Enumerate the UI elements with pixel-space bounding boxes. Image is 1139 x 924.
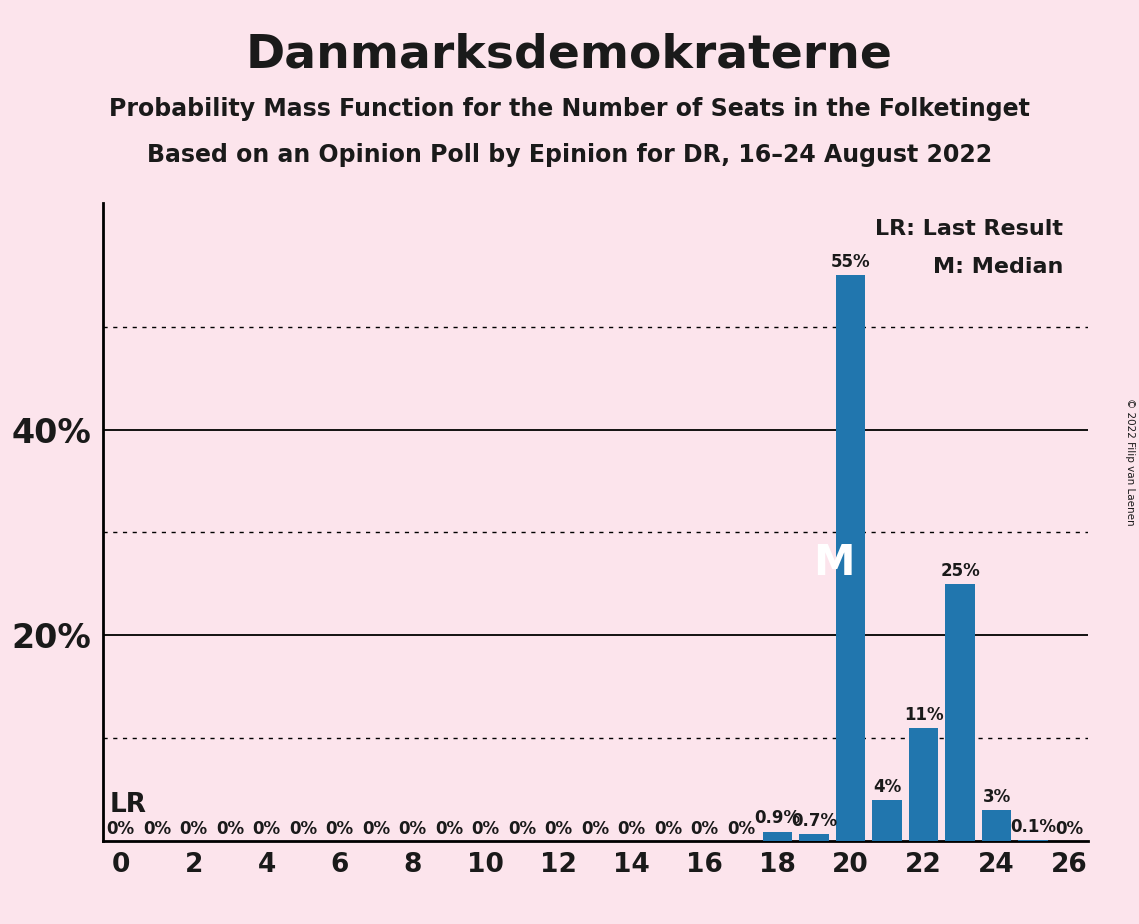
Text: 0%: 0% — [180, 820, 207, 838]
Text: 0%: 0% — [544, 820, 573, 838]
Text: 0%: 0% — [617, 820, 646, 838]
Text: 0%: 0% — [727, 820, 755, 838]
Bar — [872, 799, 902, 841]
Text: 4%: 4% — [872, 778, 901, 796]
Text: 0.9%: 0.9% — [754, 809, 801, 828]
Text: 0.7%: 0.7% — [790, 811, 837, 830]
Text: 0%: 0% — [399, 820, 427, 838]
Text: 0%: 0% — [144, 820, 171, 838]
Text: 3%: 3% — [983, 788, 1010, 806]
Text: 0%: 0% — [690, 820, 719, 838]
Text: 0%: 0% — [581, 820, 609, 838]
Text: 0%: 0% — [1056, 820, 1083, 838]
Text: 0%: 0% — [216, 820, 244, 838]
Text: 0%: 0% — [253, 820, 281, 838]
Text: Probability Mass Function for the Number of Seats in the Folketinget: Probability Mass Function for the Number… — [109, 97, 1030, 121]
Text: LR: LR — [109, 792, 147, 818]
Text: 0%: 0% — [435, 820, 464, 838]
Bar — [909, 728, 939, 841]
Text: Based on an Opinion Poll by Epinion for DR, 16–24 August 2022: Based on an Opinion Poll by Epinion for … — [147, 143, 992, 167]
Text: 0%: 0% — [326, 820, 354, 838]
Text: 0.1%: 0.1% — [1010, 818, 1056, 835]
Bar — [1018, 840, 1048, 841]
Text: Danmarksdemokraterne: Danmarksdemokraterne — [246, 32, 893, 78]
Text: 25%: 25% — [940, 562, 980, 579]
Text: © 2022 Filip van Laenen: © 2022 Filip van Laenen — [1125, 398, 1134, 526]
Bar — [800, 833, 829, 841]
Text: 55%: 55% — [830, 253, 870, 271]
Text: 0%: 0% — [654, 820, 682, 838]
Text: M: M — [813, 542, 855, 584]
Text: 0%: 0% — [508, 820, 536, 838]
Text: 11%: 11% — [903, 706, 943, 723]
Text: 0%: 0% — [362, 820, 391, 838]
Bar — [982, 810, 1011, 841]
Bar — [763, 832, 792, 841]
Bar — [836, 275, 866, 841]
Text: 0%: 0% — [107, 820, 134, 838]
Text: 0%: 0% — [472, 820, 500, 838]
Bar — [945, 584, 975, 841]
Text: M: Median: M: Median — [933, 258, 1063, 277]
Text: LR: Last Result: LR: Last Result — [875, 219, 1063, 239]
Text: 0%: 0% — [289, 820, 318, 838]
